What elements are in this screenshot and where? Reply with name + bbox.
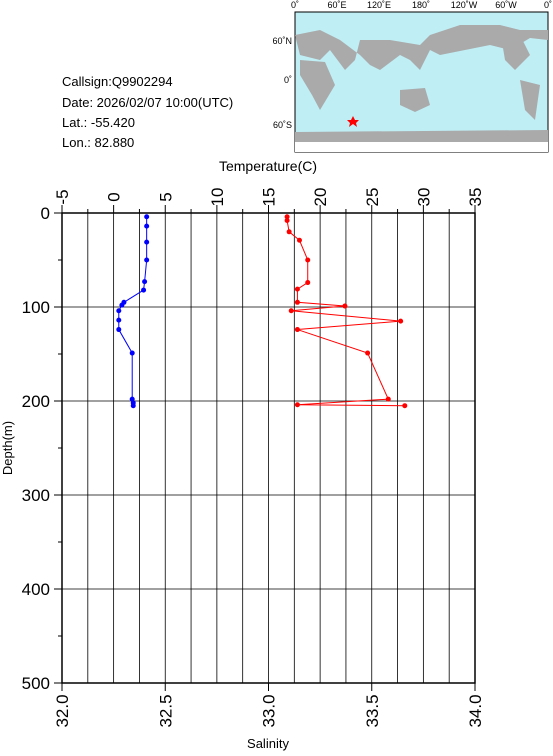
x-tick-label: 0 bbox=[105, 192, 124, 201]
x-tick-label: 35 bbox=[466, 188, 485, 207]
x2-tick-label: 33.0 bbox=[260, 694, 279, 727]
profile-point bbox=[294, 286, 300, 292]
profile-point bbox=[342, 303, 348, 309]
y-tick-label: 300 bbox=[22, 486, 50, 505]
profile-point bbox=[385, 396, 391, 402]
x2-tick-label: 32.0 bbox=[53, 694, 72, 727]
profile-point bbox=[144, 214, 150, 220]
y-tick-label: 500 bbox=[22, 674, 50, 693]
profile-point bbox=[130, 403, 136, 409]
profile-point bbox=[398, 318, 404, 324]
profile-line bbox=[118, 216, 148, 406]
x2-axis-title: Salinity bbox=[247, 736, 289, 751]
map-lon-label: 60˚W bbox=[495, 0, 517, 10]
info-text: Callsign:Q9902294 bbox=[62, 74, 173, 89]
profile-point bbox=[284, 218, 290, 224]
world-map bbox=[294, 11, 549, 153]
profile-point bbox=[402, 403, 408, 409]
profile-point bbox=[129, 396, 135, 402]
profile-point bbox=[144, 239, 150, 245]
map-lon-label: 0˚ bbox=[291, 0, 299, 10]
profile-point bbox=[284, 214, 290, 220]
profile-point bbox=[119, 302, 125, 308]
profile-point bbox=[305, 257, 311, 263]
x-tick-label: 25 bbox=[363, 188, 382, 207]
y-tick-label: 400 bbox=[22, 580, 50, 599]
info-text: Date: 2026/02/07 10:00(UTC) bbox=[62, 95, 233, 110]
profile-point bbox=[116, 327, 122, 333]
profile-point bbox=[116, 308, 122, 314]
profile-point bbox=[142, 279, 148, 285]
y-tick-label: 0 bbox=[41, 204, 50, 223]
profile-point bbox=[144, 257, 150, 263]
x-tick-label: 20 bbox=[311, 188, 330, 207]
map-lon-label: 120˚E bbox=[367, 0, 391, 10]
map-lon-label: 60˚E bbox=[327, 0, 346, 10]
y-tick-label: 200 bbox=[22, 392, 50, 411]
profile-point bbox=[296, 237, 302, 243]
profile-point bbox=[294, 327, 300, 333]
x2-tick-label: 32.5 bbox=[156, 694, 175, 727]
profile-point bbox=[144, 223, 150, 229]
profile-point bbox=[294, 299, 300, 305]
info-text: Lat.: -55.420 bbox=[62, 115, 135, 130]
x-tick-label: -5 bbox=[53, 189, 72, 204]
profile-line bbox=[286, 216, 405, 407]
y-tick-label: 100 bbox=[22, 298, 50, 317]
x-tick-label: 5 bbox=[156, 192, 175, 201]
info-text: Lon.: 82.880 bbox=[62, 135, 134, 150]
profile-point bbox=[129, 350, 135, 356]
profile-point bbox=[305, 280, 311, 286]
profile-point bbox=[286, 229, 292, 235]
x2-tick-label: 33.5 bbox=[363, 694, 382, 727]
profile-point bbox=[365, 350, 371, 356]
map-lat-label: 0˚ bbox=[284, 75, 292, 85]
profile-point bbox=[288, 308, 294, 314]
map-lon-label: 180˚ bbox=[412, 0, 430, 10]
profile-point bbox=[294, 402, 300, 408]
x2-tick-label: 34.0 bbox=[466, 694, 485, 727]
x-axis-title: Temperature(C) bbox=[219, 158, 317, 174]
profile-point bbox=[141, 287, 147, 293]
x-tick-label: 15 bbox=[260, 188, 279, 207]
map-lon-label: 120˚W bbox=[451, 0, 478, 10]
map-lat-label: 60˚N bbox=[272, 36, 292, 46]
y-axis-title: Depth(m) bbox=[0, 421, 15, 475]
map-lat-label: 60˚S bbox=[273, 120, 292, 130]
x-tick-label: 10 bbox=[208, 188, 227, 207]
map-lon-label: 0˚ bbox=[544, 0, 552, 10]
profile-point bbox=[116, 317, 122, 323]
x-tick-label: 30 bbox=[414, 188, 433, 207]
